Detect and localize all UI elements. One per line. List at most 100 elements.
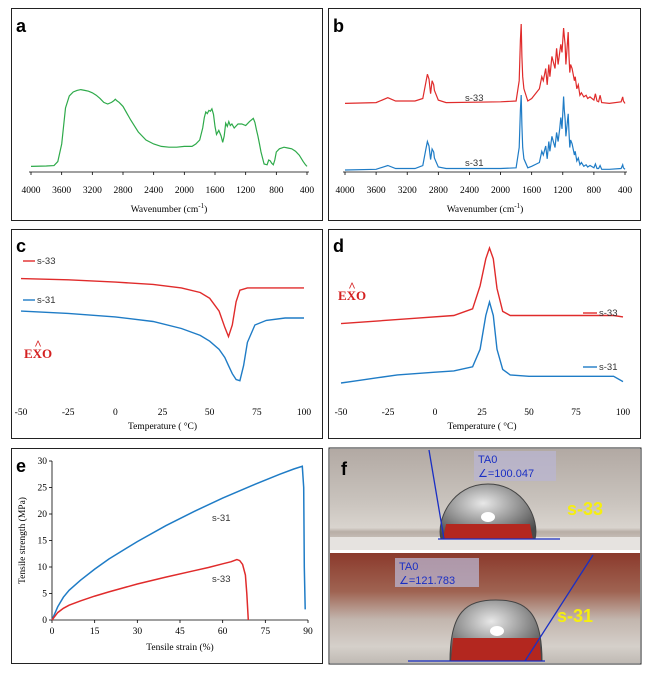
x-tick-label: 2000 — [175, 186, 194, 196]
chart-a-ftir: 4000 3600 3200 2800 2400 2000 1600 1200 800 400 Wa… — [22, 88, 315, 215]
x-tick-label: 3200 — [398, 186, 417, 196]
series-line-s-31 — [340, 299, 624, 384]
x-tick-label: 4000 — [336, 186, 355, 196]
series-line-s-33 — [340, 245, 624, 325]
x-tick-label: 50 — [205, 408, 215, 418]
x-tick-label: 75 — [571, 408, 581, 418]
x-tick-label: 3200 — [83, 186, 102, 196]
series-line-s-31 — [344, 94, 626, 171]
series-line-ftir — [30, 88, 308, 167]
panel-label-b: b — [333, 16, 344, 36]
series-label-s-33: s-33 — [212, 574, 230, 585]
exo-caret: ^ — [348, 279, 356, 294]
x-tick-label: 2800 — [429, 186, 448, 196]
droplet-s-31-highlight — [490, 626, 504, 636]
x-tick-label: 2800 — [114, 186, 133, 196]
series-line-s-31 — [20, 310, 304, 382]
tangent-line-s-33 — [428, 449, 445, 540]
y-tick-label: 30 — [38, 457, 48, 467]
x-tick-label: 75 — [261, 627, 271, 637]
y-tick-label: 5 — [42, 590, 47, 600]
series-label-s-33: s-33 — [37, 256, 55, 267]
x-tick-label: 25 — [158, 408, 168, 418]
sample-label-s-33: s-33 — [567, 499, 603, 519]
panel-label-c: c — [16, 236, 26, 256]
y-tick-label: 20 — [38, 510, 48, 520]
panel-a-frame — [11, 8, 323, 221]
x-tick-label: 50 — [524, 408, 534, 418]
series-line-s-33 — [344, 23, 626, 105]
sample-label-s-31: s-31 — [557, 606, 593, 626]
x-tick-label: 0 — [113, 408, 118, 418]
x-axis-label: Wavenumber (cm-1) — [131, 202, 208, 215]
x-tick-label: 1600 — [206, 186, 225, 196]
panel-label-d: d — [333, 236, 344, 256]
x-tick-label: 3600 — [367, 186, 386, 196]
x-tick-label: 3600 — [52, 186, 71, 196]
tangent-line-s-31 — [524, 554, 594, 662]
x-tick-label: 2400 — [144, 186, 163, 196]
series-line-s-31 — [51, 465, 306, 621]
x-tick-label: -50 — [335, 408, 348, 418]
x-tick-label: 800 — [587, 186, 602, 196]
x-tick-label: 75 — [252, 408, 262, 418]
series-label-s-31: s-31 — [465, 158, 483, 169]
droplet-s-31-reflection — [451, 638, 541, 661]
x-tick-label: -50 — [15, 408, 28, 418]
x-tick-label: -25 — [62, 408, 75, 418]
series-label-s-31: s-31 — [599, 362, 617, 373]
series-label-s-33: s-33 — [465, 93, 483, 104]
x-tick-label: 400 — [618, 186, 633, 196]
droplet-s-33-highlight — [481, 512, 495, 522]
y-axis-label: Tensile strength (MPa) — [17, 497, 28, 584]
panel-f-photos: TA0 ∠=100.047 s-33 f TA0 ∠=121.783 s-31 — [328, 447, 642, 665]
x-tick-label: 0 — [50, 627, 55, 637]
y-tick-label: 0 — [42, 616, 47, 626]
droplet-s-33-reflection — [443, 524, 533, 539]
exo-annotation: EXO — [338, 288, 366, 303]
x-tick-label: 4000 — [22, 186, 41, 196]
panel-label-f: f — [341, 459, 348, 479]
series-label-s-31: s-31 — [212, 513, 230, 524]
x-tick-label: 800 — [269, 186, 284, 196]
chart-c-dsc-cooling: -50 -25 0 25 50 75 100 Temperature ( °C) s-33 s-3… — [15, 256, 312, 432]
x-tick-label: 60 — [218, 627, 228, 637]
series-label-s-31: s-31 — [37, 295, 55, 306]
x-tick-label: 90 — [303, 627, 313, 637]
angle-value-s-31: ∠=121.783 — [399, 575, 455, 587]
x-tick-label: 15 — [90, 627, 100, 637]
x-axis-label: Wavenumber (cm-1) — [447, 202, 524, 215]
panel-d-frame — [328, 229, 641, 439]
x-tick-label: 1200 — [236, 186, 255, 196]
y-tick-label: 15 — [38, 537, 48, 547]
panel-e-frame — [11, 448, 323, 664]
series-line-s-33 — [20, 277, 304, 339]
panel-label-e: e — [16, 456, 26, 476]
x-axis-label: Temperature ( °C) — [447, 421, 516, 432]
panel-c-frame — [11, 229, 323, 439]
exo-caret: ^ — [34, 337, 42, 352]
series-line-s-33 — [51, 558, 250, 621]
x-tick-label: 1200 — [553, 186, 572, 196]
angle-box-s-31 — [395, 558, 479, 587]
y-tick-label: 10 — [38, 563, 48, 573]
x-tick-label: 2000 — [491, 186, 510, 196]
angle-tag-s-33: TA0 — [478, 454, 497, 466]
photo-s-31: TA0 ∠=121.783 s-31 — [330, 553, 640, 663]
x-tick-label: 25 — [477, 408, 487, 418]
chart-d-dsc-heating: -50 -25 0 25 50 75 100 Temperature ( °C) s-33 s-3… — [335, 245, 631, 432]
photo-s-33: TA0 ∠=100.047 s-33 f — [330, 449, 640, 550]
x-tick-label: 400 — [300, 186, 315, 196]
angle-value-s-33: ∠=100.047 — [478, 468, 534, 480]
angle-box-s-33 — [474, 451, 556, 481]
x-tick-label: 100 — [616, 408, 631, 418]
x-tick-label: 45 — [175, 627, 185, 637]
x-tick-label: 30 — [133, 627, 143, 637]
x-tick-label: 0 — [433, 408, 438, 418]
panel-label-a: a — [16, 16, 27, 36]
angle-tag-s-31: TA0 — [399, 561, 418, 573]
x-axis-label: Temperature ( °C) — [128, 421, 197, 432]
y-tick-label: 25 — [38, 484, 48, 494]
series-label-s-33: s-33 — [599, 308, 617, 319]
